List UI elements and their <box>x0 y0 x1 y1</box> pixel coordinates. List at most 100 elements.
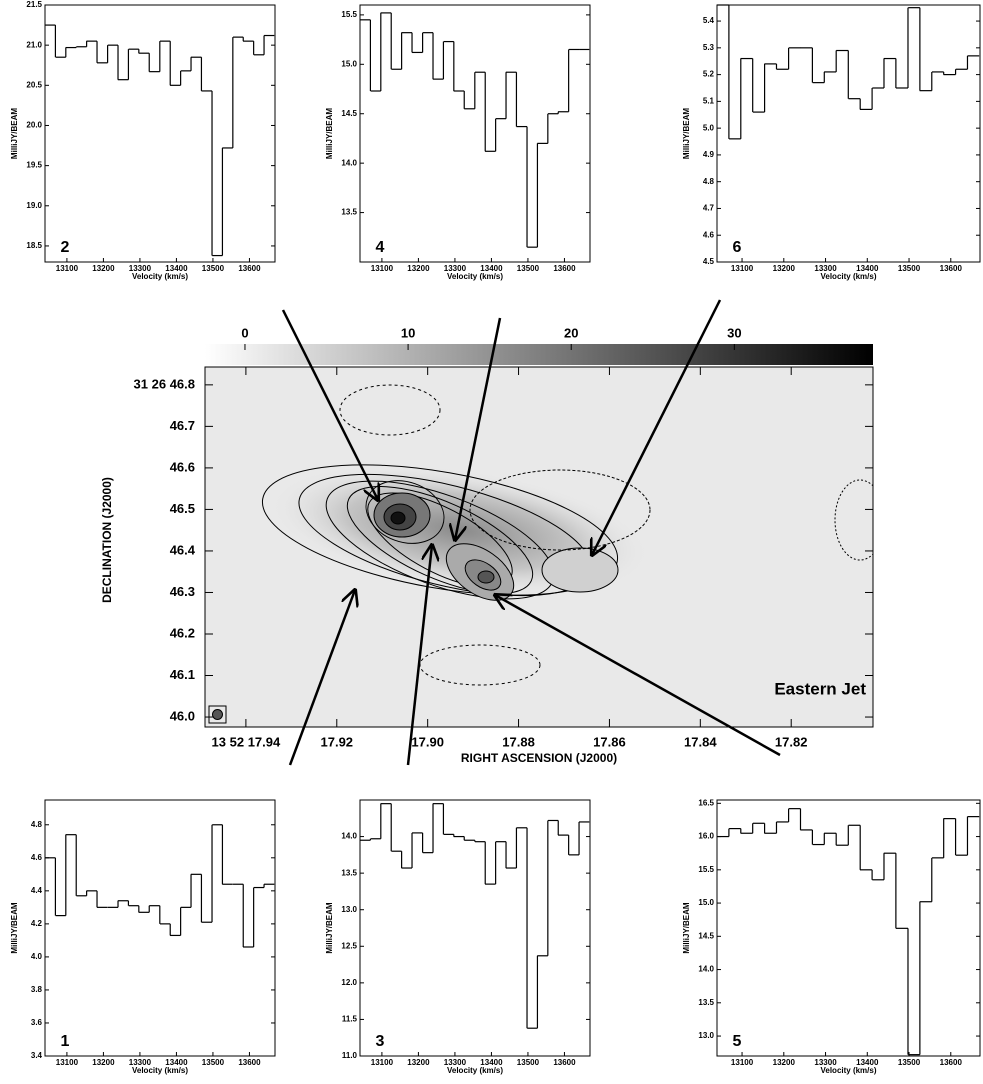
y-tick-label: 13.0 <box>698 1031 714 1040</box>
panel-label: 3 <box>376 1033 385 1050</box>
y-tick-label: 21.5 <box>26 0 42 9</box>
x-tick-label: 13400 <box>856 1058 879 1067</box>
y-tick-label: 13.0 <box>341 905 357 914</box>
y-axis-label: MilliJY/BEAM <box>325 902 334 953</box>
x-tick-label: 13500 <box>202 1058 225 1067</box>
y-tick-label: 5.4 <box>703 16 715 25</box>
y-tick-label: 20.0 <box>26 121 42 130</box>
x-tick-label: 17.88 <box>502 734 535 749</box>
y-tick-label: 15.5 <box>341 10 357 19</box>
y-tick-label: 4.2 <box>31 919 43 928</box>
x-tick-label: 13100 <box>371 264 394 273</box>
y-tick-label: 15.0 <box>341 59 357 68</box>
y-tick-label: 46.3 <box>170 584 195 599</box>
x-tick-label: 13300 <box>444 1058 467 1067</box>
y-tick-label: 14.0 <box>341 832 357 841</box>
y-tick-label: 12.5 <box>341 941 357 950</box>
y-tick-label: 13.5 <box>698 998 714 1007</box>
y-tick-label: 4.5 <box>703 257 715 266</box>
x-tick-label: 13300 <box>814 1058 837 1067</box>
y-tick-label: 31 26 46.8 <box>134 376 195 391</box>
x-tick-label: 13600 <box>553 1058 576 1067</box>
y-tick-label: 13.5 <box>341 208 357 217</box>
y-tick-label: 3.4 <box>31 1051 43 1060</box>
y-tick-label: 5.1 <box>703 96 715 105</box>
y-axis-label: MilliJY/BEAM <box>10 108 19 159</box>
x-tick-label: 13200 <box>407 1058 430 1067</box>
x-tick-label: 13200 <box>773 264 796 273</box>
y-tick-label: 4.6 <box>703 230 715 239</box>
x-tick-label: 13100 <box>56 1058 79 1067</box>
map-annotation: Eastern Jet <box>774 679 866 698</box>
colorbar-tick-label: 10 <box>401 325 415 340</box>
x-tick-label: 13600 <box>238 1058 261 1067</box>
panel-label: 4 <box>376 239 385 256</box>
y-axis-label: MilliJY/BEAM <box>325 108 334 159</box>
x-tick-label: 13500 <box>202 264 225 273</box>
x-tick-label: 13500 <box>517 264 540 273</box>
y-tick-label: 4.8 <box>31 820 43 829</box>
x-tick-label: 13 52 17.94 <box>212 734 281 749</box>
y-tick-label: 5.3 <box>703 43 715 52</box>
x-axis-label: Velocity (km/s) <box>820 272 876 281</box>
x-tick-label: 17.84 <box>684 734 717 749</box>
y-axis-label: MilliJY/BEAM <box>682 902 691 953</box>
x-tick-label: 17.82 <box>775 734 808 749</box>
x-axis-label: Velocity (km/s) <box>447 1066 503 1075</box>
y-tick-label: 4.7 <box>703 204 715 213</box>
x-tick-label: 13200 <box>773 1058 796 1067</box>
x-axis-label: RIGHT ASCENSION (J2000) <box>461 751 617 765</box>
y-tick-label: 5.0 <box>703 123 715 132</box>
y-tick-label: 12.0 <box>341 978 357 987</box>
y-tick-label: 46.7 <box>170 418 195 433</box>
y-tick-label: 4.8 <box>703 177 715 186</box>
x-tick-label: 13400 <box>165 1058 188 1067</box>
y-tick-label: 20.5 <box>26 80 42 89</box>
x-tick-label: 13200 <box>92 264 115 273</box>
panel-label: 2 <box>61 239 70 256</box>
x-tick-label: 13500 <box>898 1058 921 1067</box>
x-tick-label: 13100 <box>371 1058 394 1067</box>
contour-map: Eastern Jet RIGHT ASCENSION (J2000) DECL… <box>100 325 874 765</box>
x-axis-label: Velocity (km/s) <box>132 272 188 281</box>
y-tick-label: 4.4 <box>31 886 43 895</box>
x-tick-label: 13400 <box>480 1058 503 1067</box>
x-tick-label: 13100 <box>731 1058 754 1067</box>
beam <box>212 709 223 720</box>
x-axis-label: Velocity (km/s) <box>132 1066 188 1075</box>
x-tick-label: 17.92 <box>321 734 354 749</box>
x-tick-label: 13600 <box>940 264 963 273</box>
y-tick-label: 19.0 <box>26 201 42 210</box>
plot-frame <box>716 4 981 263</box>
x-tick-label: 13300 <box>814 264 837 273</box>
y-tick-label: 3.6 <box>31 1018 43 1027</box>
x-tick-label: 13600 <box>940 1058 963 1067</box>
y-tick-label: 46.2 <box>170 625 195 640</box>
y-tick-label: 46.1 <box>170 667 195 682</box>
y-tick-label: 3.8 <box>31 985 43 994</box>
x-tick-label: 17.90 <box>411 734 444 749</box>
x-tick-label: 13300 <box>444 264 467 273</box>
colorbar-tick-label: 0 <box>241 325 248 340</box>
y-tick-label: 18.5 <box>26 241 42 250</box>
x-tick-label: 13200 <box>407 264 430 273</box>
x-tick-label: 13400 <box>856 264 879 273</box>
colorbar <box>205 344 873 365</box>
arrows <box>281 299 781 766</box>
y-tick-label: 46.6 <box>170 459 195 474</box>
x-axis-label: Velocity (km/s) <box>447 272 503 281</box>
y-tick-label: 11.5 <box>342 1015 358 1024</box>
x-tick-label: 17.86 <box>593 734 626 749</box>
y-tick-label: 46.0 <box>170 708 195 723</box>
x-tick-label: 13400 <box>165 264 188 273</box>
y-tick-label: 4.0 <box>31 952 43 961</box>
x-tick-label: 13200 <box>92 1058 115 1067</box>
y-tick-label: 16.5 <box>698 798 714 807</box>
y-tick-label: 14.5 <box>341 109 357 118</box>
y-tick-label: 14.5 <box>698 931 714 940</box>
y-tick-label: 46.4 <box>170 542 196 557</box>
y-tick-label: 5.2 <box>703 70 715 79</box>
x-tick-label: 13300 <box>129 1058 152 1067</box>
y-tick-label: 19.5 <box>26 161 42 170</box>
